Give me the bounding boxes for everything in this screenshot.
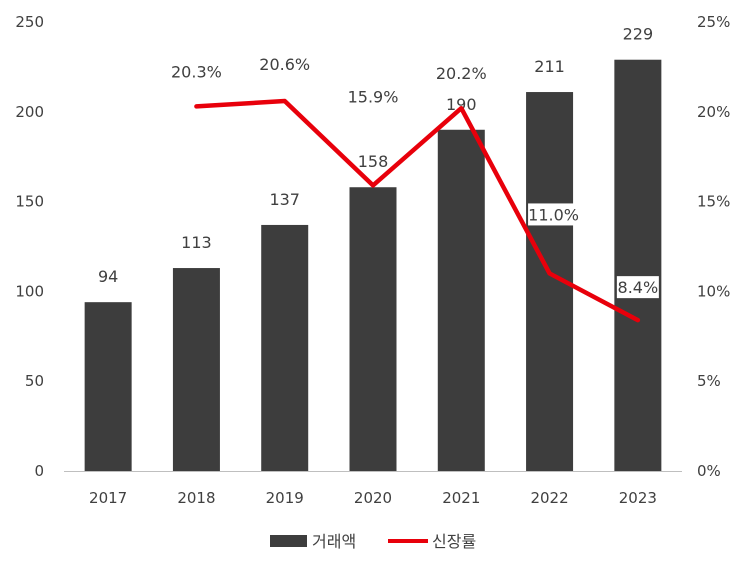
- y-right-tick-label: 0%: [697, 462, 721, 480]
- legend-label-bar: 거래액: [312, 532, 356, 551]
- y-right-tick-label: 5%: [697, 372, 721, 390]
- bar: [614, 59, 662, 471]
- y-left-tick-label: 150: [15, 193, 44, 211]
- legend: 거래액 신장률: [270, 532, 476, 551]
- bar-value-label: 158: [358, 152, 389, 171]
- x-tick-label: 2018: [177, 489, 215, 507]
- y-left-tick-label: 200: [15, 103, 44, 121]
- bar-value-label: 190: [446, 95, 477, 114]
- x-axis: 2017 2018 2019 2020 2021 2022 2023: [89, 489, 657, 507]
- line-value-label: 15.9%: [348, 87, 399, 106]
- x-tick-label: 2019: [266, 489, 304, 507]
- y-left-tick-label: 100: [15, 282, 44, 300]
- y-left-tick-label: 50: [25, 372, 44, 390]
- bar: [349, 187, 397, 471]
- growth-line: [194, 98, 641, 323]
- bar-value-label: 113: [181, 233, 212, 252]
- line-value-label: 8.4%: [618, 278, 659, 297]
- x-tick-label: 2022: [530, 489, 568, 507]
- line-label-background: [528, 203, 580, 226]
- line-value-label: 20.6%: [259, 55, 310, 74]
- bar: [437, 129, 485, 471]
- y-left-tick-label: 0: [34, 462, 44, 480]
- line-label-background: [347, 85, 399, 108]
- y-right-tick-label: 20%: [697, 103, 730, 121]
- bar-series: [84, 59, 662, 471]
- x-tick-label: 2021: [442, 489, 480, 507]
- x-tick-label: 2020: [354, 489, 392, 507]
- x-tick-label: 2017: [89, 489, 127, 507]
- x-tick-label: 2023: [619, 489, 657, 507]
- bar-data-labels: 94 113 137 158 190 211 229: [98, 25, 653, 286]
- bar: [172, 268, 220, 471]
- y-right-tick-label: 15%: [697, 193, 730, 211]
- bar: [84, 302, 132, 471]
- line-value-label: 20.2%: [436, 64, 487, 83]
- bar-value-label: 229: [623, 25, 654, 44]
- line-label-background: [435, 62, 487, 85]
- line-label-background: [616, 276, 659, 299]
- y-right-tick-label: 10%: [697, 282, 730, 300]
- line-label-background: [170, 60, 222, 83]
- line-value-label: 20.3%: [171, 62, 222, 81]
- legend-swatch-bar: [270, 535, 307, 547]
- bar-value-label: 211: [534, 57, 565, 76]
- bar: [261, 224, 309, 471]
- y-right-tick-label: 25%: [697, 13, 730, 31]
- bar-value-label: 137: [269, 190, 300, 209]
- line-label-background: [259, 53, 311, 76]
- y-axis-right: 0% 5% 10% 15% 20% 25%: [697, 13, 730, 480]
- bar-value-label: 94: [98, 267, 118, 286]
- line-series: 20.3% 20.6% 15.9% 20.2% 11.0% 8.4%: [170, 53, 659, 323]
- line-value-label: 11.0%: [528, 205, 579, 224]
- y-axis-left: 0 50 100 150 200 250: [15, 13, 44, 480]
- y-left-tick-label: 250: [15, 13, 44, 31]
- legend-label-line: 신장률: [432, 532, 476, 551]
